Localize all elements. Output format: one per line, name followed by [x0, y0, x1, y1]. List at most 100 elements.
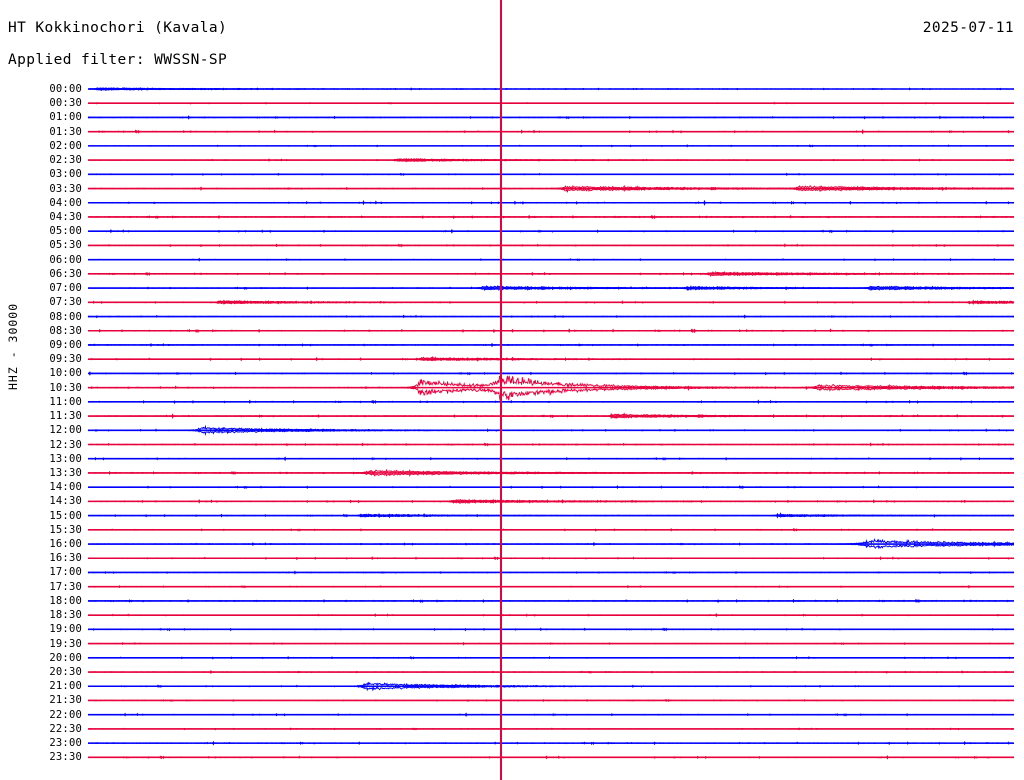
trace-row	[88, 584, 1015, 589]
trace-row	[87, 468, 1015, 477]
trace-row	[87, 424, 1015, 437]
trace-row	[87, 342, 1015, 348]
time-label-1100: 11:00	[49, 395, 82, 408]
time-label-2130: 21:30	[49, 694, 82, 707]
trace-row	[87, 86, 1014, 92]
applied-filter-label: Applied filter: WWSSN-SP	[8, 52, 228, 68]
time-label-0630: 06:30	[49, 267, 82, 280]
time-label-2230: 22:30	[49, 722, 82, 735]
trace-row	[87, 698, 1015, 703]
time-label-1930: 19:30	[49, 637, 82, 650]
time-label-1400: 14:00	[49, 481, 82, 494]
time-label-1430: 14:30	[49, 495, 82, 508]
time-label-1630: 16:30	[49, 552, 82, 565]
trace-row	[87, 627, 1015, 632]
trace-row	[87, 355, 1015, 362]
trace-row	[87, 656, 1015, 660]
time-label-0430: 04:30	[49, 210, 82, 223]
time-marker-line	[500, 0, 502, 780]
trace-row	[88, 740, 1015, 746]
trace-row	[88, 412, 1015, 420]
time-label-0500: 05:00	[49, 225, 82, 238]
time-label-1000: 10:00	[49, 367, 82, 380]
time-label-2100: 21:00	[49, 680, 82, 693]
time-label-2300: 23:00	[49, 737, 82, 750]
time-label-1800: 18:00	[49, 594, 82, 607]
trace-row	[88, 257, 1014, 262]
trace-row	[88, 727, 1015, 731]
trace-row	[87, 613, 1015, 618]
trace-row	[88, 157, 1015, 163]
time-label-0400: 04:00	[49, 196, 82, 209]
trace-row	[87, 129, 1015, 135]
record-date: 2025-07-11	[922, 20, 1014, 36]
trace-row	[88, 371, 1015, 376]
trace-row	[87, 556, 1015, 561]
time-label-0900: 09:00	[49, 338, 82, 351]
time-label-0530: 05:30	[49, 239, 82, 252]
trace-row	[87, 681, 1015, 692]
trace-row	[87, 228, 1015, 234]
time-label-0730: 07:30	[49, 296, 82, 309]
time-label-0800: 08:00	[49, 310, 82, 323]
trace-row	[88, 144, 1015, 148]
time-label-0100: 01:00	[49, 111, 82, 124]
time-label-0000: 00:00	[49, 83, 82, 95]
time-label-1300: 13:00	[49, 452, 82, 465]
time-label-1130: 11:30	[49, 410, 82, 423]
trace-row	[87, 115, 1015, 120]
time-label-0030: 00:30	[49, 97, 82, 110]
trace-row	[87, 498, 1014, 505]
trace-row	[88, 285, 1015, 292]
trace-row	[87, 375, 1015, 401]
trace-row	[87, 641, 1014, 646]
time-label-1700: 17:00	[49, 566, 82, 579]
trace-plot-area: 00:00 00:30 01:00 01:30 02:00 02:30 03:00 03:30…	[0, 78, 1024, 778]
time-label-2330: 23:30	[49, 751, 82, 764]
trace-row	[87, 442, 1015, 447]
trace-row	[87, 670, 1015, 675]
time-label-0200: 02:00	[49, 139, 82, 152]
time-label-1030: 10:30	[49, 381, 82, 394]
trace-row	[87, 712, 1015, 718]
time-label-0130: 01:30	[49, 125, 82, 138]
time-label-1200: 12:00	[49, 424, 82, 437]
trace-row	[87, 172, 1015, 176]
time-label-0230: 02:30	[49, 154, 82, 167]
trace-row	[87, 243, 1015, 248]
trace-row	[88, 755, 1015, 760]
time-label-0700: 07:00	[49, 282, 82, 295]
time-label-1900: 19:00	[49, 623, 82, 636]
trace-row	[87, 485, 1015, 490]
time-label-2000: 20:00	[49, 651, 82, 664]
trace-row	[87, 399, 1015, 405]
time-label-0300: 03:00	[49, 168, 82, 181]
time-label-0600: 06:00	[49, 253, 82, 266]
trace-row	[87, 101, 1014, 105]
trace-row	[88, 528, 1015, 532]
trace-row	[87, 328, 1015, 334]
trace-row	[88, 271, 1014, 277]
station-title: HT Kokkinochori (Kavala)	[8, 20, 228, 36]
time-label-1230: 12:30	[49, 438, 82, 451]
time-label-1600: 16:00	[49, 538, 82, 551]
trace-row	[87, 199, 1015, 206]
time-label-0830: 08:30	[49, 324, 82, 337]
seismic-traces	[87, 86, 1015, 760]
time-label-1500: 15:00	[49, 509, 82, 522]
trace-row	[87, 570, 1015, 575]
time-label-0330: 03:30	[49, 182, 82, 195]
time-label-1730: 17:30	[49, 580, 82, 593]
time-label-2200: 22:00	[49, 708, 82, 721]
time-label-1830: 18:30	[49, 609, 82, 622]
trace-row	[88, 512, 1015, 519]
trace-row	[87, 214, 1015, 220]
trace-row	[87, 456, 1015, 462]
trace-row	[87, 184, 1015, 193]
time-label-1530: 15:30	[49, 523, 82, 536]
time-label-0930: 09:30	[49, 353, 82, 366]
trace-row	[87, 598, 1015, 604]
trace-row	[87, 299, 1015, 305]
trace-row	[87, 538, 1015, 550]
